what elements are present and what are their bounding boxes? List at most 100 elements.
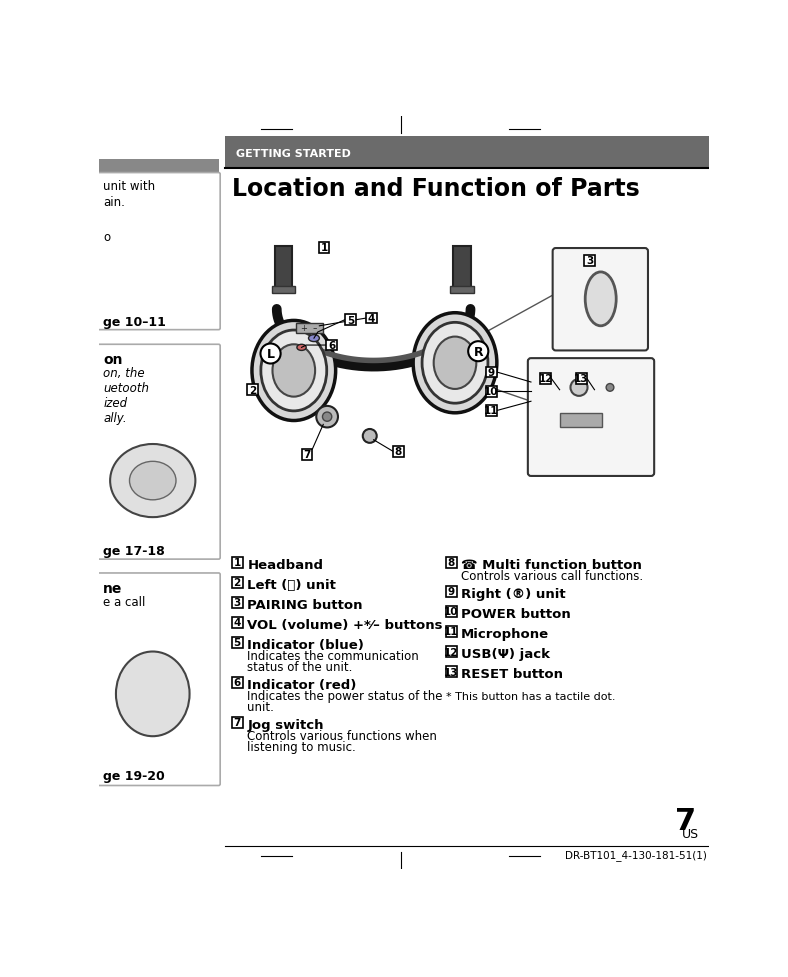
- Text: o: o: [103, 232, 110, 244]
- Text: on, the
uetooth
ized
ally.: on, the uetooth ized ally.: [103, 366, 149, 424]
- Text: 5: 5: [347, 316, 354, 325]
- Ellipse shape: [273, 345, 315, 398]
- Text: 9: 9: [488, 367, 495, 378]
- Text: RESET button: RESET button: [461, 667, 563, 680]
- FancyBboxPatch shape: [232, 597, 243, 608]
- Ellipse shape: [252, 321, 336, 421]
- Text: 7: 7: [303, 450, 310, 460]
- Ellipse shape: [297, 345, 307, 351]
- Text: 8: 8: [448, 558, 455, 568]
- Text: Controls various call functions.: Controls various call functions.: [461, 570, 643, 582]
- Text: * This button has a tactile dot.: * This button has a tactile dot.: [446, 691, 615, 701]
- FancyBboxPatch shape: [232, 677, 243, 688]
- Text: 9: 9: [448, 587, 455, 597]
- Text: Indicator (blue): Indicator (blue): [247, 638, 364, 651]
- Text: USB(Ψ) jack: USB(Ψ) jack: [461, 647, 550, 660]
- Text: ge 17-18: ge 17-18: [103, 545, 165, 558]
- Text: ge 10–11: ge 10–11: [103, 316, 166, 328]
- Text: Left (Ⓛ) unit: Left (Ⓛ) unit: [247, 578, 336, 591]
- Ellipse shape: [309, 335, 319, 342]
- Text: Indicator (red): Indicator (red): [247, 678, 357, 691]
- Text: 7: 7: [675, 806, 697, 834]
- FancyBboxPatch shape: [446, 626, 456, 637]
- Text: 3: 3: [233, 598, 241, 608]
- Text: L: L: [266, 348, 274, 361]
- Ellipse shape: [316, 406, 338, 428]
- Text: DR-BT101_4-130-181-51(1): DR-BT101_4-130-181-51(1): [565, 849, 707, 861]
- Text: 3: 3: [586, 256, 593, 266]
- Text: Controls various functions when: Controls various functions when: [247, 730, 437, 743]
- Text: Headband: Headband: [247, 558, 323, 571]
- Ellipse shape: [606, 384, 614, 392]
- Text: +  –: + –: [301, 323, 318, 332]
- Text: 1: 1: [233, 558, 241, 568]
- Circle shape: [261, 344, 281, 364]
- FancyBboxPatch shape: [302, 449, 312, 460]
- Text: 10: 10: [484, 387, 499, 397]
- Text: on: on: [103, 353, 123, 366]
- Ellipse shape: [110, 445, 195, 518]
- Text: 2: 2: [249, 385, 256, 396]
- Text: status of the unit.: status of the unit.: [247, 660, 353, 673]
- Text: VOL (volume) +*⁄– buttons: VOL (volume) +*⁄– buttons: [247, 618, 443, 631]
- Text: PAIRING button: PAIRING button: [247, 598, 362, 611]
- Ellipse shape: [129, 462, 176, 500]
- Bar: [98, 159, 218, 175]
- Bar: [272, 286, 296, 294]
- Text: 6: 6: [233, 678, 241, 688]
- Text: 13: 13: [444, 667, 459, 677]
- FancyBboxPatch shape: [446, 666, 456, 677]
- Text: 12: 12: [444, 647, 459, 657]
- FancyBboxPatch shape: [446, 586, 456, 597]
- Text: 10: 10: [444, 607, 459, 616]
- FancyBboxPatch shape: [232, 557, 243, 568]
- Ellipse shape: [585, 273, 616, 326]
- FancyBboxPatch shape: [247, 385, 258, 396]
- Ellipse shape: [422, 323, 488, 404]
- Text: Indicates the communication: Indicates the communication: [247, 650, 419, 662]
- Text: Microphone: Microphone: [461, 627, 549, 640]
- Circle shape: [468, 342, 489, 361]
- Text: 7: 7: [233, 718, 241, 728]
- Text: Jog switch: Jog switch: [247, 718, 324, 731]
- Bar: [275, 246, 292, 291]
- Ellipse shape: [261, 330, 327, 411]
- FancyBboxPatch shape: [486, 387, 497, 398]
- Bar: [296, 323, 323, 333]
- Bar: [559, 413, 602, 427]
- FancyBboxPatch shape: [446, 557, 456, 568]
- FancyBboxPatch shape: [486, 367, 497, 378]
- FancyBboxPatch shape: [232, 577, 243, 588]
- FancyBboxPatch shape: [576, 373, 587, 384]
- FancyBboxPatch shape: [97, 573, 220, 786]
- Text: ge 19-20: ge 19-20: [103, 769, 165, 782]
- FancyBboxPatch shape: [446, 647, 456, 658]
- Text: Right (®) unit: Right (®) unit: [461, 587, 566, 600]
- Text: ne: ne: [103, 581, 122, 595]
- Text: US: US: [682, 828, 699, 840]
- FancyBboxPatch shape: [552, 249, 648, 351]
- Text: 8: 8: [395, 446, 402, 457]
- Text: listening to music.: listening to music.: [247, 741, 356, 753]
- FancyBboxPatch shape: [541, 373, 551, 384]
- Text: unit.: unit.: [247, 701, 274, 713]
- FancyBboxPatch shape: [232, 617, 243, 628]
- Bar: [451, 286, 474, 294]
- Text: 13: 13: [574, 374, 589, 384]
- Bar: [453, 246, 470, 291]
- FancyBboxPatch shape: [97, 345, 220, 560]
- FancyBboxPatch shape: [585, 256, 595, 267]
- Circle shape: [322, 412, 332, 422]
- FancyBboxPatch shape: [528, 359, 654, 477]
- Text: unit with
ain.: unit with ain.: [103, 181, 155, 208]
- Ellipse shape: [571, 379, 588, 397]
- FancyBboxPatch shape: [446, 607, 456, 617]
- Ellipse shape: [413, 314, 497, 413]
- Text: 4: 4: [233, 617, 241, 627]
- FancyBboxPatch shape: [318, 242, 329, 253]
- Text: Indicates the power status of the: Indicates the power status of the: [247, 690, 443, 702]
- Text: 11: 11: [444, 627, 459, 637]
- Text: ☎ Multi function button: ☎ Multi function button: [461, 558, 642, 571]
- FancyBboxPatch shape: [366, 314, 377, 324]
- Text: GETTING STARTED: GETTING STARTED: [236, 149, 351, 158]
